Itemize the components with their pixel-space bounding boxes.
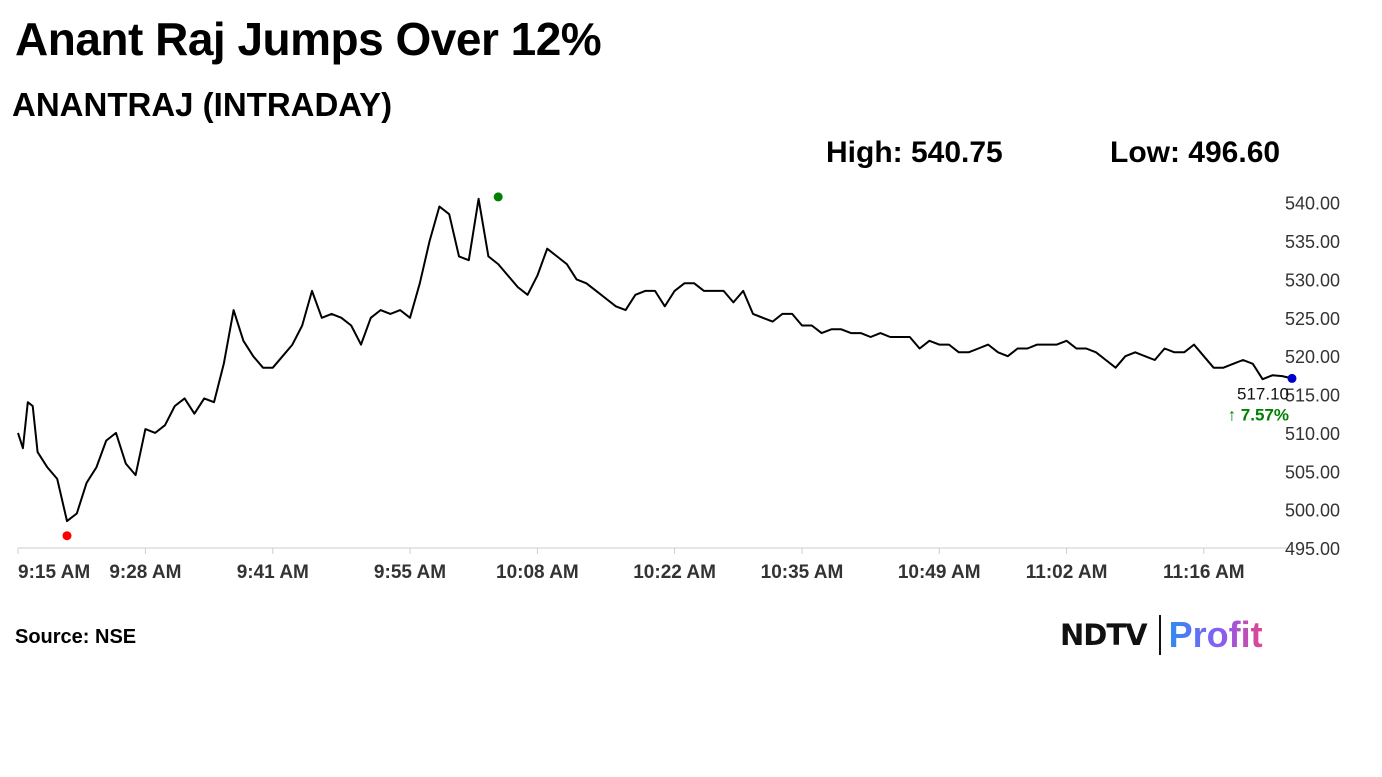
x-tick-label: 11:16 AM	[1163, 562, 1245, 583]
high-marker	[493, 192, 503, 202]
y-tick-label: 495.00	[1285, 539, 1340, 559]
logo-divider	[1158, 615, 1161, 655]
logo-profit-text: Profit	[1168, 614, 1263, 655]
x-tick-label: 10:49 AM	[898, 562, 981, 583]
intraday-line-chart: 9:15 AM 9:28 AM 9:41 AM 9:55 AM 10:08 AM 10:2…	[17, 192, 1340, 583]
plot-area: 9:15 AM 9:28 AM 9:41 AM 9:55 AM 10:08 AM 10:2…	[17, 192, 1340, 583]
chart-subtitle: ANANTRAJ (INTRADAY)	[12, 86, 393, 123]
y-tick-label: 520.00	[1285, 347, 1340, 367]
y-tick-label: 515.00	[1285, 386, 1340, 406]
last-price-marker	[1287, 373, 1297, 383]
x-tick-label: 10:35 AM	[761, 562, 844, 583]
last-price-label: 517.10	[1237, 384, 1289, 403]
x-tick-label: 9:28 AM	[109, 562, 181, 583]
change-percent-label: ↑ 7.57%	[1228, 405, 1289, 424]
y-tick-label: 525.00	[1285, 309, 1340, 329]
chart-title: Anant Raj Jumps Over 12%	[15, 13, 602, 65]
source-note: Source: NSE	[15, 626, 137, 648]
y-tick-label: 510.00	[1285, 424, 1340, 444]
y-tick-label: 530.00	[1285, 270, 1340, 290]
ndtv-profit-logo: NDTV Profit	[1060, 612, 1263, 658]
x-tick-label: 10:08 AM	[496, 562, 579, 583]
low-marker	[62, 531, 72, 541]
price-line	[17, 197, 1293, 523]
x-tick-label: 9:55 AM	[374, 562, 446, 583]
y-tick-label: 505.00	[1285, 462, 1340, 482]
x-tick-label: 11:02 AM	[1026, 562, 1108, 583]
logo-ndtv-text: NDTV	[1060, 618, 1148, 652]
x-tick-label: 10:22 AM	[633, 562, 716, 583]
y-tick-label: 540.00	[1285, 194, 1340, 214]
x-tick-label: 9:41 AM	[237, 562, 309, 583]
high-stat: High: 540.75	[826, 136, 1003, 169]
y-tick-label: 500.00	[1285, 501, 1340, 521]
y-tick-label: 535.00	[1285, 232, 1340, 252]
x-tick-label: 9:15 AM	[18, 562, 90, 583]
low-stat: Low: 496.60	[1110, 136, 1281, 169]
